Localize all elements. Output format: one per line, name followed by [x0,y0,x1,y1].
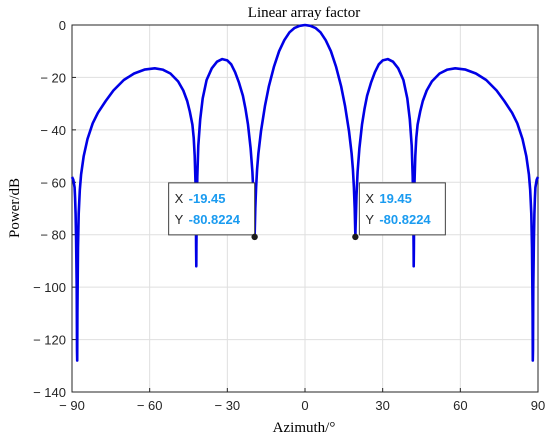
data-tip[interactable]: X 19.45 Y -80.8224 [352,182,446,241]
y-tick-label: − 120 [33,333,66,348]
data-tip-y-key: Y [175,212,184,227]
data-tip-y-key: Y [365,212,374,227]
data-tip-y-value: -80.8224 [189,212,241,227]
data-tip[interactable]: X -19.45 Y -80.8224 [168,182,258,241]
y-tick-label: − 80 [40,228,66,243]
data-tip-x-key: X [175,191,184,206]
x-tick-label: 30 [375,398,389,413]
x-tick-label: 90 [531,398,545,413]
y-axis-label: Power/dB [7,178,23,238]
series-line-0 [70,23,540,362]
series-group [70,23,540,362]
data-tip-marker [352,233,359,241]
y-tick-label: − 20 [40,70,66,85]
data-tip-x-value: 19.45 [379,191,412,206]
y-tick-label: − 40 [40,123,66,138]
data-tips[interactable]: X -19.45 Y -80.8224 X 19.45 Y -80.8224 [168,182,446,241]
grid [71,24,539,393]
data-tip-x-value: -19.45 [189,191,226,206]
y-tick-label: − 140 [33,385,66,400]
data-tip-marker [251,233,258,241]
data-tip-box [358,182,446,236]
y-tick-labels: 0 − 20 − 40 − 60 − 80 − 100 − 120 − 140 [33,18,76,400]
x-tick-label: 60 [453,398,467,413]
x-tick-label: 0 [301,398,308,413]
y-tick-label: − 60 [40,175,66,190]
x-tick-label: − 90 [59,398,85,413]
data-tip-y-value: -80.8224 [379,212,431,227]
x-tick-label: − 60 [137,398,163,413]
x-tick-labels: − 90 − 60 − 30 0 30 60 90 [59,388,545,413]
y-tick-label: 0 [59,18,66,33]
chart-title: Linear array factor [248,5,360,21]
data-tip-box [168,182,256,236]
x-axis-label: Azimuth/° [273,420,336,436]
y-tick-label: − 100 [33,280,66,295]
x-tick-label: − 30 [214,398,240,413]
data-tip-x-key: X [365,191,374,206]
